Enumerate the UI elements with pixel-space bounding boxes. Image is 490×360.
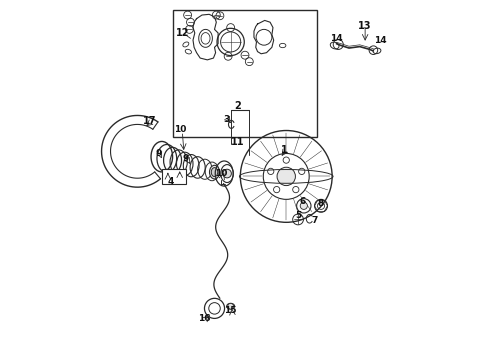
Text: 11: 11 (231, 138, 245, 147)
Circle shape (223, 169, 231, 178)
Text: 9: 9 (155, 149, 161, 158)
Text: 14: 14 (374, 36, 387, 45)
Circle shape (228, 303, 234, 309)
Text: 16: 16 (198, 314, 211, 323)
Text: 1: 1 (281, 144, 288, 154)
Text: 3: 3 (223, 114, 229, 123)
Text: 12: 12 (175, 28, 189, 38)
Bar (173, 10, 317, 137)
Text: 14: 14 (330, 34, 343, 43)
Ellipse shape (210, 165, 220, 179)
Circle shape (300, 202, 307, 210)
Text: 10: 10 (174, 125, 187, 134)
Text: 6: 6 (300, 197, 306, 206)
Ellipse shape (211, 168, 218, 177)
Text: 4: 4 (167, 177, 173, 186)
Text: 7: 7 (312, 216, 318, 225)
Text: 5: 5 (295, 211, 301, 220)
Bar (162, 168, 186, 184)
Text: 9: 9 (183, 154, 189, 163)
Text: 2: 2 (234, 102, 241, 112)
Circle shape (277, 167, 295, 186)
Text: 15: 15 (224, 306, 237, 315)
Text: 10: 10 (216, 169, 228, 178)
Text: 13: 13 (358, 21, 372, 31)
Text: 17: 17 (143, 116, 157, 126)
Text: 8: 8 (317, 199, 323, 208)
